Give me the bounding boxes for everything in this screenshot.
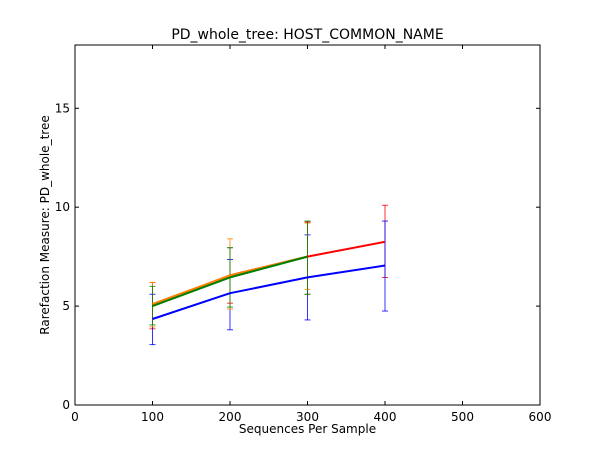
chart-title: PD_whole_tree: HOST_COMMON_NAME xyxy=(171,27,443,43)
series-line-4 xyxy=(152,255,308,308)
y-axis-label: Rarefaction Measure: PD_whole_tree xyxy=(38,115,52,334)
y-tick-label: 5 xyxy=(62,299,70,313)
x-tick-label: 500 xyxy=(451,410,474,424)
y-tick-label: 0 xyxy=(62,398,70,412)
x-axis-label: Sequences Per Sample xyxy=(239,422,376,436)
x-tick-label: 100 xyxy=(141,410,164,424)
series-line-2 xyxy=(152,264,386,320)
x-tick-label: 300 xyxy=(296,410,319,424)
x-tick-label: 600 xyxy=(529,410,552,424)
x-tick-label: 400 xyxy=(374,410,397,424)
plot-layer xyxy=(149,204,388,346)
y-tick-label: 10 xyxy=(55,200,70,214)
x-tick-label: 200 xyxy=(219,410,242,424)
x-tick-label: 0 xyxy=(71,410,79,424)
y-tick-label: 15 xyxy=(55,101,70,115)
tick-layer: 0 100 200 300 400 500 600 0 5 10 15 xyxy=(55,45,552,424)
